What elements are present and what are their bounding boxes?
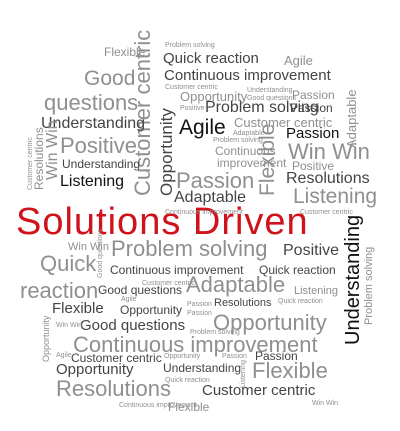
word: reaction [20,278,99,303]
word: Flexible [168,400,210,414]
word: Continuous improvement [73,332,318,357]
word: Passion [187,301,212,308]
word: Problem solving [190,329,240,336]
word: Opportunity [164,353,201,360]
word: Passion [176,168,255,193]
word: Passion [286,125,340,142]
word: Good questions [247,95,297,102]
word: Customer centric [130,29,155,196]
word: Good questions [80,317,186,334]
word: Positive [60,133,138,158]
word: Problem solving [205,99,319,116]
word: Opportunity [56,361,134,378]
word: Adaptable [174,189,247,206]
word: Passion [187,310,212,317]
word: Continuous [215,144,276,158]
word: Customer centric [165,84,218,91]
word: Passion [255,349,298,363]
word: Good [84,67,136,90]
word: Positive [180,105,205,112]
word: Agile [56,352,72,359]
word: Flexible [252,358,328,383]
word: Adaptable [186,272,286,297]
word: Win Win [56,322,83,329]
word: Win Win [288,139,370,164]
word: Adaptable [233,130,265,137]
word: Passion [290,101,333,115]
word: Customer centric [71,351,162,365]
word: Problem solving [165,42,215,49]
word: Listening [294,285,339,297]
word: Good questions [97,228,104,278]
word: Passion [292,88,335,102]
word: Quick reaction [163,50,259,67]
word: Resolutions [56,376,171,401]
word: Continuous improvement [110,263,244,277]
word: Listening [293,185,378,208]
word: Understanding [62,157,141,171]
word: Opportunity [213,310,327,335]
word: Quick reaction [259,263,336,277]
word: Customer centric [300,209,353,216]
word: Agile [121,296,137,303]
word: Quick reaction [278,298,323,305]
word: questions [44,90,139,115]
word: Agile [284,53,313,68]
word: Understanding [41,115,146,132]
headline-solutions-driven: Solutions Driven [16,201,309,243]
word: Understanding [342,214,364,345]
word: Continuous improvement [119,402,197,409]
word: Quick [40,251,97,276]
word: Opportunity [120,303,183,317]
word: Customer centric [234,115,333,130]
word: Agile [179,116,226,139]
word: Opportunity [180,89,248,104]
word: Win Win [68,241,109,253]
word: Understanding [247,87,293,94]
word: Positive [292,159,335,173]
word: Win Win [44,120,61,180]
word: Understanding [163,361,242,375]
word: Quick reaction [165,377,210,384]
word: Customer centric [202,382,316,399]
word: Continuous improvement [164,67,331,84]
word: Passion [222,353,247,360]
word: Problem solving [111,236,268,261]
word: Good questions [98,283,183,297]
word: Problem solving [363,246,375,325]
word: Customer centric [142,280,195,287]
word: Listening [60,173,125,190]
word: Flexible [104,45,146,59]
word: Positive [283,242,340,259]
word: Opportunity [41,315,51,362]
word: Resolutions [214,297,272,309]
word: Win Win [312,400,339,407]
word: Flexible [52,300,104,317]
word: Problem solving [213,137,263,144]
word: Opportunity [157,108,176,196]
word: improvement [217,156,287,170]
word: Resolutions [286,170,370,187]
word: Continuous improvement [165,209,243,216]
